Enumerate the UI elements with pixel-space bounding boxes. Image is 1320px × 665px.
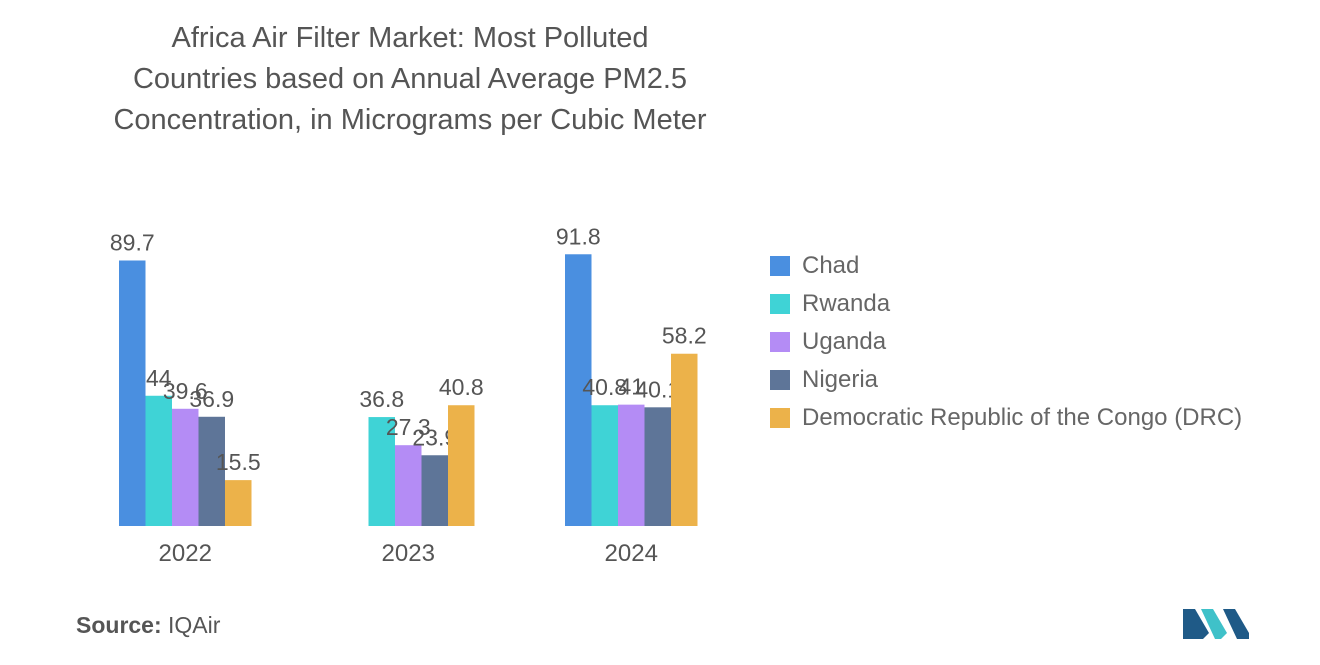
source-label: Source:	[76, 612, 162, 638]
data-label-chad-2022: 89.7	[110, 229, 155, 255]
legend-label-rwanda: Rwanda	[802, 290, 891, 317]
mordor-intelligence-logo-icon	[1183, 609, 1249, 639]
bar-chad-2022	[119, 260, 146, 526]
bar-uganda-2024	[618, 404, 645, 526]
legend-item-uganda: Uganda	[770, 323, 1242, 361]
data-label-drc-2024: 58.2	[662, 323, 707, 349]
legend-label-chad: Chad	[802, 252, 860, 279]
bar-rwanda-2023	[368, 417, 395, 526]
legend-item-nigeria: Nigeria	[770, 361, 1242, 399]
chart-title-line-2: Countries based on Annual Average PM2.5	[132, 63, 688, 95]
data-label-uganda-2022: 39.6	[163, 378, 208, 404]
bar-rwanda-2022	[145, 395, 172, 526]
data-label-uganda-2024: 41	[618, 374, 644, 400]
legend-swatch-drc	[770, 408, 790, 428]
legend: Chad Rwanda Uganda Nigeria Democratic Re…	[770, 247, 1242, 437]
legend-item-drc: Democratic Republic of the Congo (DRC)	[770, 399, 1242, 437]
x-tick-label-2024: 2024	[605, 540, 658, 567]
logo-shape-left	[1183, 609, 1209, 639]
bar-chart: 202289.74439.636.915.5202336.827.323.940…	[110, 223, 707, 567]
bar-nigeria-2022	[198, 416, 225, 526]
legend-item-chad: Chad	[770, 247, 1242, 285]
x-tick-label-2023: 2023	[382, 540, 435, 567]
chart-title-line-3: Concentration, in Micrograms per Cubic M…	[113, 104, 707, 136]
legend-swatch-nigeria	[770, 370, 790, 390]
bar-drc-2024	[671, 353, 698, 526]
bar-uganda-2023	[395, 445, 422, 526]
data-label-drc-2023: 40.8	[439, 374, 484, 400]
bar-nigeria-2024	[644, 407, 671, 526]
data-label-drc-2022: 15.5	[216, 449, 261, 475]
legend-label-uganda: Uganda	[802, 328, 887, 355]
chart-title: Africa Air Filter Market: Most Polluted …	[40, 18, 780, 141]
data-label-rwanda-2024: 40.8	[582, 374, 627, 400]
bar-rwanda-2024	[591, 405, 618, 526]
logo-shape-mid	[1201, 609, 1227, 639]
source-value: IQAir	[168, 612, 221, 638]
chart-title-line-1: Africa Air Filter Market: Most Polluted	[171, 22, 649, 54]
logo-shape-right	[1223, 609, 1249, 639]
data-label-chad-2024: 91.8	[556, 223, 601, 249]
data-label-rwanda-2023: 36.8	[359, 386, 404, 412]
data-label-uganda-2023: 27.3	[386, 414, 431, 440]
legend-swatch-chad	[770, 256, 790, 276]
legend-label-drc: Democratic Republic of the Congo (DRC)	[802, 404, 1243, 431]
bar-drc-2022	[225, 480, 252, 526]
legend-item-rwanda: Rwanda	[770, 285, 1242, 323]
legend-swatch-uganda	[770, 332, 790, 352]
bar-chad-2024	[565, 254, 592, 526]
bar-uganda-2022	[172, 408, 199, 526]
x-tick-label-2022: 2022	[159, 540, 212, 567]
data-label-nigeria-2022: 36.9	[189, 386, 234, 412]
legend-swatch-rwanda	[770, 294, 790, 314]
bar-nigeria-2023	[421, 455, 448, 526]
bar-drc-2023	[448, 405, 475, 526]
source-note: Source: IQAir	[76, 612, 220, 639]
legend-label-nigeria: Nigeria	[802, 366, 879, 393]
data-label-rwanda-2022: 44	[146, 365, 172, 391]
